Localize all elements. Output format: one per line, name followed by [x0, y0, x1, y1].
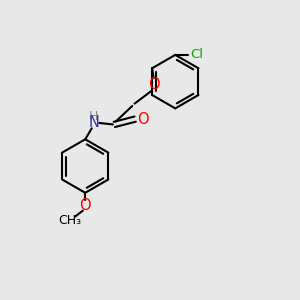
Text: O: O	[137, 112, 149, 127]
Text: O: O	[148, 77, 159, 92]
Text: O: O	[80, 198, 91, 213]
Text: CH₃: CH₃	[58, 214, 81, 226]
Text: H: H	[88, 110, 98, 123]
Text: Cl: Cl	[191, 48, 204, 62]
Text: N: N	[89, 116, 100, 130]
